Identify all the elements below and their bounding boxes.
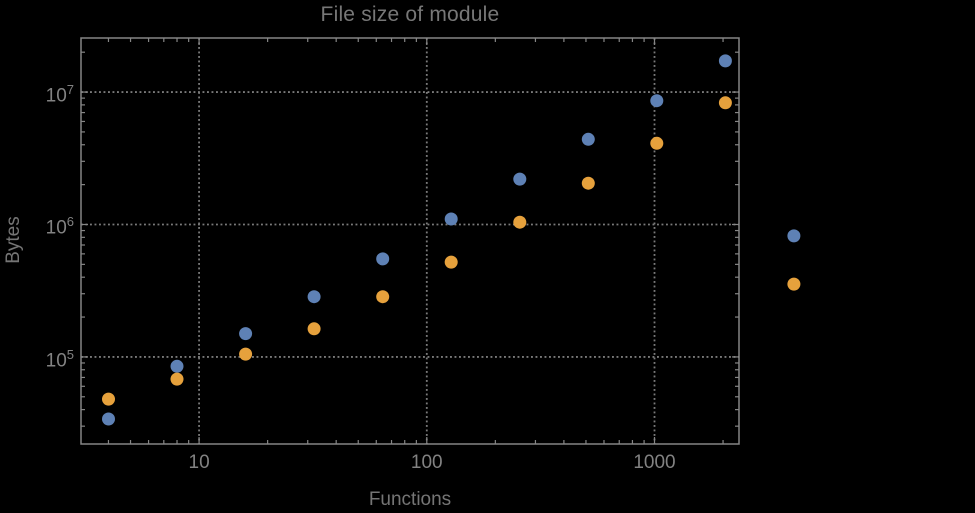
- x-tick-label: 1000: [633, 452, 676, 473]
- data-point: [170, 359, 184, 373]
- data-point: [239, 327, 253, 341]
- data-point: [513, 172, 527, 186]
- data-point: [102, 412, 115, 426]
- y-tick-label: 107: [45, 82, 74, 107]
- orange-series-points: [102, 96, 801, 406]
- data-point: [102, 392, 115, 406]
- data-point: [650, 136, 664, 150]
- blue-series-points: [102, 54, 801, 426]
- data-point: [444, 212, 458, 226]
- data-point: [376, 290, 390, 304]
- data-point: [718, 96, 732, 110]
- data-point: [376, 252, 390, 266]
- data-point: [307, 322, 321, 336]
- data-point: [650, 94, 664, 108]
- y-tick-label: 105: [45, 346, 74, 372]
- data-point: [307, 290, 321, 304]
- data-point: [444, 255, 458, 269]
- data-point: [787, 277, 801, 291]
- data-point: [718, 54, 732, 68]
- chart-title: File size of module: [320, 3, 500, 26]
- data-point: [581, 132, 595, 146]
- plot-frame: [80, 37, 740, 445]
- data-point: [239, 347, 253, 361]
- x-tick-label: 10: [188, 452, 210, 473]
- x-axis-label: Functions: [368, 489, 452, 510]
- y-tick-label: 106: [45, 214, 74, 239]
- data-point: [581, 176, 595, 190]
- data-point: [170, 372, 184, 386]
- x-tick-label: 100: [410, 452, 443, 473]
- data-point: [513, 215, 527, 229]
- data-point: [787, 229, 801, 243]
